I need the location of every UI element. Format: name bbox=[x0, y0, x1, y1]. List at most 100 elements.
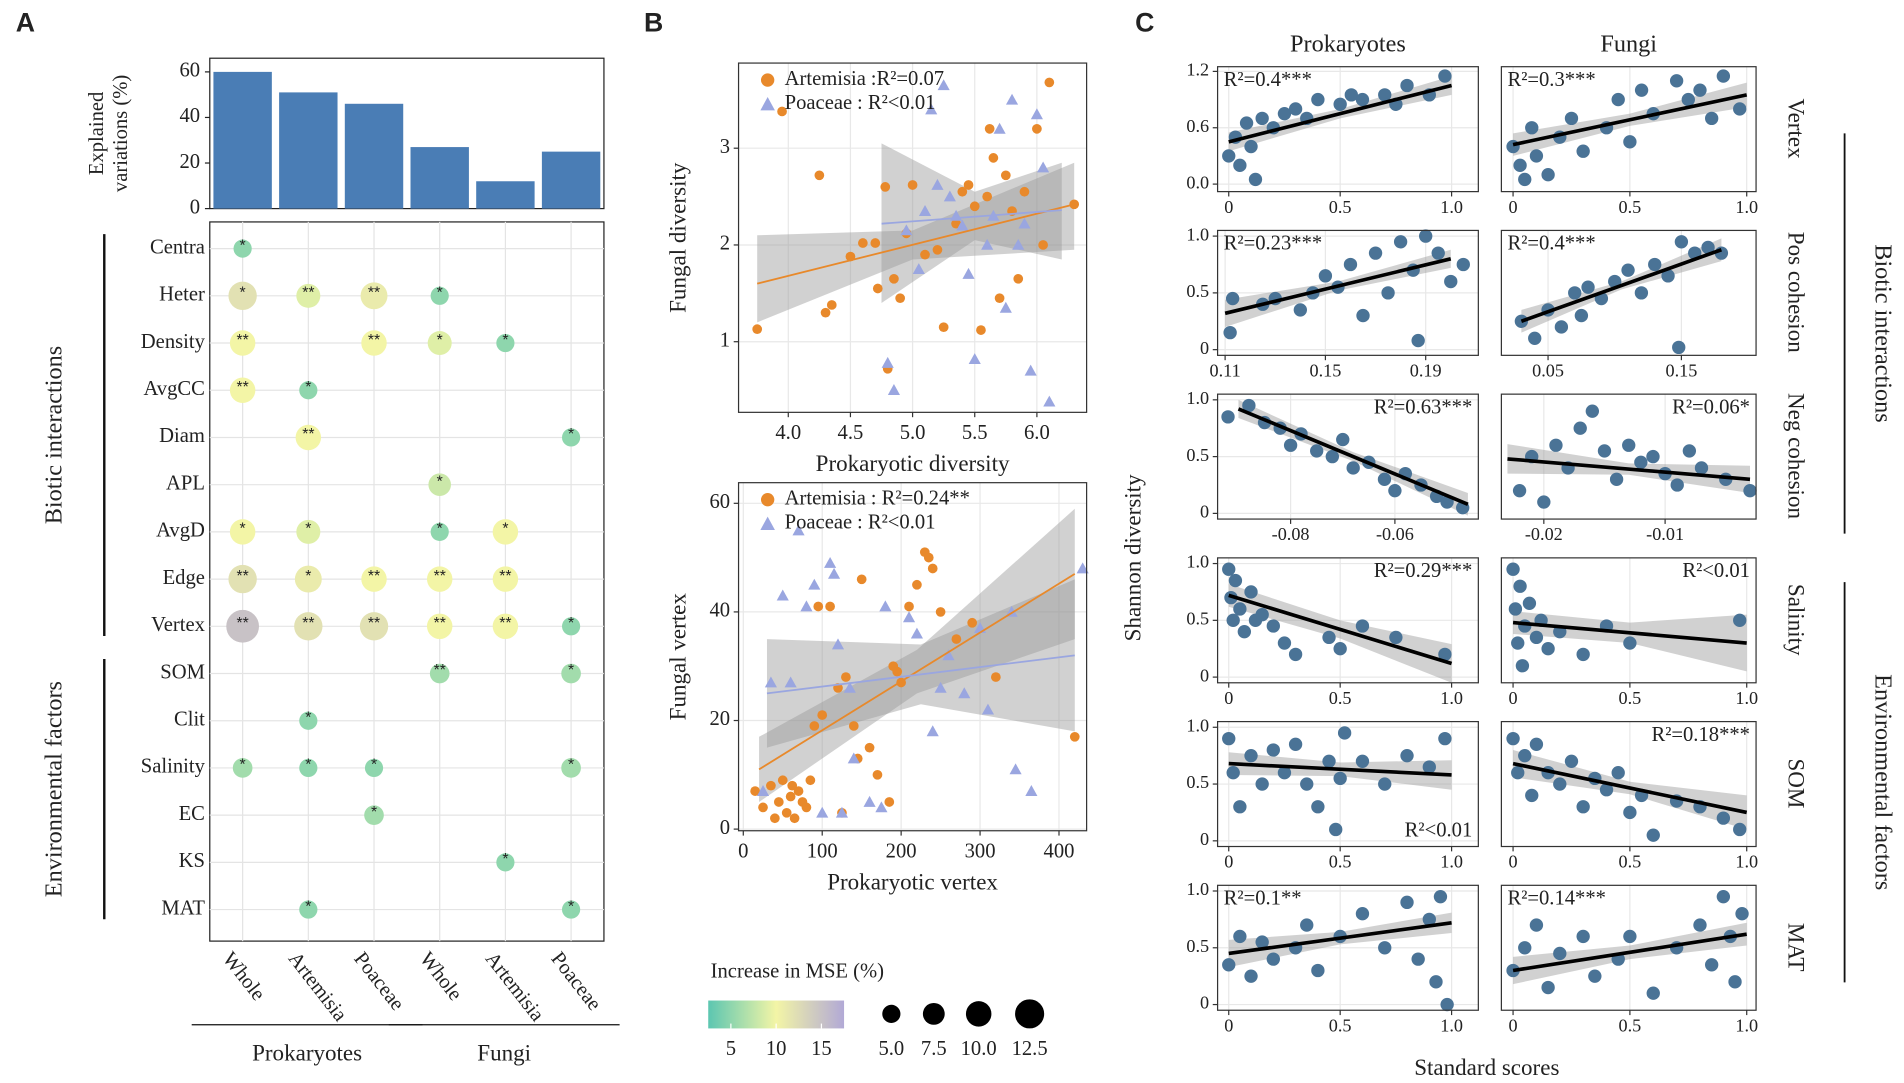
bubble bbox=[360, 282, 388, 310]
y-tick-label: 0 bbox=[720, 817, 730, 839]
color-tick-label: 5 bbox=[726, 1038, 736, 1060]
point bbox=[1343, 257, 1358, 272]
point bbox=[1508, 602, 1523, 616]
bubble bbox=[427, 331, 452, 356]
y-axis-label: Fungal diversity bbox=[665, 162, 691, 313]
point bbox=[1266, 743, 1280, 757]
point bbox=[1609, 472, 1624, 486]
plot-frame bbox=[1216, 393, 1479, 520]
point bbox=[967, 617, 978, 628]
point bbox=[808, 578, 821, 590]
row-title: Pos cohesion bbox=[1783, 232, 1809, 353]
y-tick-label: 0.5 bbox=[1186, 609, 1209, 629]
significance: * bbox=[568, 662, 574, 679]
bar bbox=[344, 103, 404, 209]
point bbox=[792, 524, 805, 536]
significance: ** bbox=[237, 615, 249, 632]
x-tick-label: 6.0 bbox=[1024, 422, 1050, 444]
point bbox=[1682, 444, 1697, 458]
x-tick-label: 0 bbox=[1509, 197, 1518, 217]
point bbox=[1574, 308, 1589, 323]
point bbox=[1355, 907, 1370, 921]
bar bbox=[213, 71, 272, 209]
x-tick-label: 0.5 bbox=[1619, 197, 1642, 217]
point bbox=[847, 752, 860, 764]
y-tick-label: 0.5 bbox=[1186, 281, 1209, 301]
point bbox=[1611, 92, 1625, 107]
legend-marker bbox=[760, 97, 775, 111]
row-label: MAT bbox=[161, 897, 205, 919]
point bbox=[1221, 410, 1235, 424]
fit-stat: R²=0.14*** bbox=[1507, 888, 1606, 910]
point bbox=[1244, 969, 1258, 983]
fit-line bbox=[758, 573, 1076, 771]
point bbox=[1277, 636, 1292, 650]
point bbox=[1611, 766, 1625, 780]
point bbox=[1336, 432, 1350, 447]
x-tick-label: 0.11 bbox=[1210, 360, 1241, 380]
point bbox=[872, 769, 883, 780]
significance: ** bbox=[499, 568, 511, 585]
point bbox=[999, 301, 1012, 313]
x-tick-label: 1.0 bbox=[1735, 197, 1758, 217]
point bbox=[1266, 619, 1280, 633]
point bbox=[875, 801, 888, 813]
point bbox=[1239, 116, 1254, 130]
panel-label: A bbox=[16, 7, 35, 37]
significance: * bbox=[305, 709, 311, 726]
row-label: Clit bbox=[174, 708, 205, 730]
bubble bbox=[228, 564, 257, 594]
plot-frame bbox=[737, 482, 1088, 832]
y-axis-label: variations (%) bbox=[110, 75, 132, 192]
x-tick-label: 0 bbox=[1224, 688, 1233, 708]
point bbox=[1529, 630, 1544, 645]
y-tick-label: 40 bbox=[179, 105, 200, 127]
point bbox=[1222, 562, 1236, 576]
row-group-label: Environmental factors bbox=[40, 681, 67, 897]
x-tick-label: 0.5 bbox=[1329, 852, 1352, 872]
bubble bbox=[299, 381, 318, 400]
bar bbox=[410, 147, 469, 209]
significance: * bbox=[240, 285, 246, 302]
point bbox=[1564, 111, 1579, 126]
point bbox=[1576, 800, 1590, 814]
significance: ** bbox=[368, 332, 380, 349]
y-tick-label: 0.0 bbox=[1186, 172, 1209, 192]
point bbox=[1528, 331, 1542, 345]
point bbox=[918, 205, 932, 216]
point bbox=[1311, 92, 1325, 107]
point bbox=[1242, 398, 1256, 413]
x-tick-label: 4.5 bbox=[838, 422, 864, 444]
point bbox=[809, 721, 820, 731]
size-key bbox=[922, 1002, 945, 1025]
x-tick-label: 1.0 bbox=[1735, 1015, 1758, 1035]
point bbox=[1704, 958, 1719, 972]
significance: ** bbox=[434, 615, 446, 632]
bubble bbox=[364, 805, 384, 825]
point bbox=[1222, 731, 1236, 746]
fit-line bbox=[1507, 457, 1751, 482]
x-tick-label: 1.0 bbox=[1735, 852, 1758, 872]
point bbox=[1255, 607, 1269, 622]
point bbox=[1716, 69, 1731, 83]
point bbox=[1244, 748, 1258, 763]
point bbox=[1025, 785, 1038, 796]
significance: * bbox=[305, 568, 311, 585]
point bbox=[912, 263, 925, 274]
point bbox=[880, 182, 891, 192]
row-label: APL bbox=[166, 472, 205, 494]
row-label: SOM bbox=[160, 661, 205, 683]
point bbox=[1378, 88, 1392, 102]
point bbox=[1037, 161, 1050, 173]
significance: * bbox=[371, 804, 377, 821]
bubble bbox=[426, 613, 453, 640]
point bbox=[1549, 438, 1563, 452]
point bbox=[937, 79, 950, 91]
column-group-label: Prokaryotes bbox=[252, 1039, 362, 1065]
y-tick-label: 2 bbox=[720, 233, 730, 255]
size-key bbox=[1015, 999, 1045, 1029]
point bbox=[793, 786, 804, 796]
point bbox=[1400, 895, 1414, 910]
point bbox=[1529, 149, 1544, 163]
x-tick-label: 0.15 bbox=[1309, 360, 1341, 380]
